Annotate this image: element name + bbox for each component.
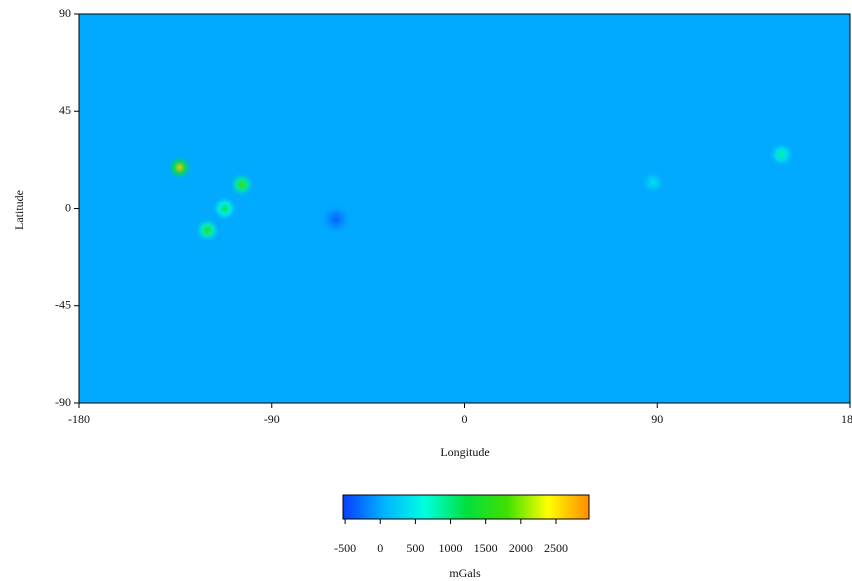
map-background [79,14,850,403]
colorbar-tick-label: 1500 [474,541,498,555]
y-tick-label: 45 [59,103,71,117]
x-tick-label: -90 [264,412,280,426]
anomaly [194,217,221,244]
anomaly [228,171,255,198]
colorbar-tick-label: 1000 [439,541,463,555]
x-tick-label: -180 [68,412,90,426]
y-axis-label: Latitude [12,190,26,230]
y-tick-label: -45 [55,298,71,312]
y-tick-label: 0 [65,200,71,214]
x-tick-label: 0 [462,412,468,426]
x-tick-label: 180 [841,412,852,426]
y-tick-label: 90 [59,6,71,20]
y-tick-label: -90 [55,395,71,409]
anomaly [211,195,238,222]
anomaly [166,154,193,181]
anomaly [639,169,666,196]
colorbar-tick-label: -500 [334,541,356,555]
colorbar [342,494,590,520]
colorbar-tick-label: 2500 [544,541,568,555]
anomaly [320,203,352,236]
x-axis-label: Longitude [440,445,489,459]
colorbar-label: mGals [449,566,481,580]
x-tick-label: 90 [651,412,663,426]
colorbar-tick-label: 2000 [509,541,533,555]
colorbar-tick-label: 0 [377,541,383,555]
anomaly [768,141,795,168]
colorbar-tick-label: 500 [406,541,424,555]
